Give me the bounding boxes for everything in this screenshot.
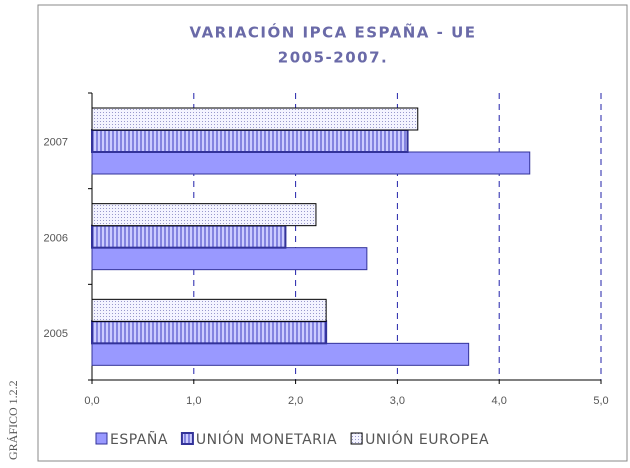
- bar: [91, 107, 419, 131]
- chart-title: 2005-2007.: [278, 49, 388, 67]
- bar: [91, 151, 531, 175]
- x-tick-label: 4,0: [492, 395, 507, 407]
- x-tick-label: 1,0: [186, 395, 201, 407]
- frame: [37, 4, 628, 462]
- legend-swatch: [180, 432, 194, 445]
- legend-swatch: [350, 432, 363, 445]
- legend-label: UNIÓN MONETARIA: [196, 430, 337, 448]
- x-tick-label: 2,0: [288, 395, 303, 407]
- bar: [91, 224, 287, 249]
- x-tick-label: 3,0: [390, 395, 405, 407]
- bar: [91, 203, 317, 227]
- bar: [91, 342, 470, 366]
- chart-title: VARIACIÓN IPCA ESPAÑA - UE: [189, 23, 476, 42]
- legend-label: UNIÓN EUROPEA: [365, 430, 489, 448]
- bar: [91, 320, 328, 345]
- bar: [91, 129, 409, 153]
- bar: [91, 298, 327, 322]
- legend-swatch: [95, 432, 108, 445]
- y-tick-label: 2005: [44, 328, 68, 340]
- side-label: GRÁFICO 1.2.2: [6, 380, 20, 460]
- bar: [91, 247, 368, 271]
- x-tick-label: 0,0: [84, 395, 99, 407]
- y-tick-label: 2007: [44, 137, 68, 149]
- x-tick-label: 5,0: [593, 395, 608, 407]
- legend-label: ESPAÑA: [110, 431, 168, 448]
- y-tick-label: 2006: [44, 232, 68, 244]
